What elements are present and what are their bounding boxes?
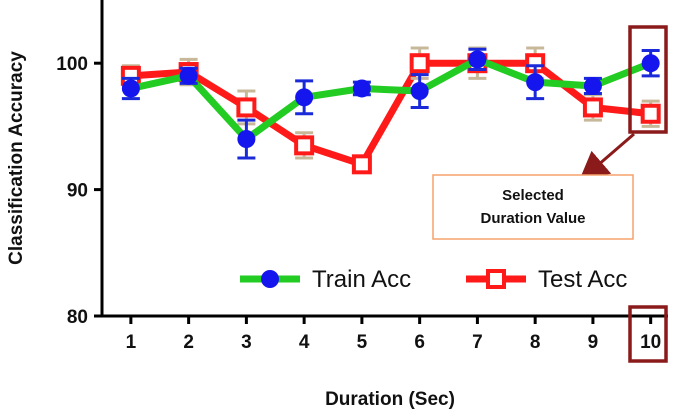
x-axis-title: Duration (Sec) (325, 389, 455, 410)
legend: Train Acc Test Acc (240, 266, 627, 293)
annotation: Selected Duration Value (432, 25, 668, 363)
y-ticks: 80 90 100 (56, 54, 102, 328)
data-point-test-acc (294, 135, 315, 156)
x-tick-label: 4 (299, 332, 310, 353)
data-point-test-acc (582, 97, 603, 118)
x-tick-label: 9 (588, 332, 599, 353)
legend-swatch-train-marker (261, 270, 279, 288)
data-point-train-acc (352, 79, 371, 98)
annotation-label-box (432, 174, 634, 240)
data-point-train-acc (468, 50, 487, 69)
data-point-test-acc (351, 154, 372, 175)
y-axis-title: Classification Accuracy (6, 51, 27, 265)
legend-label-test: Test Acc (538, 266, 627, 293)
annotation-label-line1: Selected (502, 187, 564, 204)
legend-swatch-test-marker (486, 269, 506, 289)
data-point-train-acc (179, 66, 198, 85)
series-train-acc (121, 47, 660, 160)
x-tick-label: 8 (530, 332, 541, 353)
data-point-test-acc (409, 53, 430, 74)
x-tick-label: 6 (414, 332, 425, 353)
annotation-highlight-box-top (628, 25, 668, 134)
x-tick-label: 1 (126, 332, 137, 353)
series-line-test-acc (130, 59, 652, 168)
legend-label-train: Train Acc (312, 266, 411, 293)
x-tick-label: 2 (183, 332, 194, 353)
data-point-test-acc (640, 103, 661, 124)
legend-entry-train: Train Acc (240, 266, 411, 293)
x-tick-label: 3 (241, 332, 252, 353)
data-point-train-acc (526, 73, 545, 92)
data-point-train-acc (583, 76, 602, 95)
data-point-train-acc (410, 82, 429, 101)
series-layer (120, 46, 661, 175)
data-point-train-acc (641, 54, 660, 73)
data-point-test-acc (236, 97, 257, 118)
data-point-train-acc (121, 79, 140, 98)
legend-entry-test: Test Acc (466, 266, 627, 293)
x-tick-label: 5 (357, 332, 368, 353)
annotation-label-line2: Duration Value (480, 210, 585, 227)
series-line-train-acc (130, 55, 652, 143)
y-tick-label: 90 (67, 181, 88, 202)
data-point-train-acc (295, 88, 314, 107)
axes (100, 0, 668, 318)
x-ticks: 1 2 3 4 5 6 7 8 9 10 (126, 316, 661, 353)
x-tick-label: 10 (640, 332, 661, 353)
y-tick-label: 80 (67, 307, 88, 328)
annotation-arrow (578, 132, 635, 182)
annotation-highlight-box-tick (628, 305, 668, 363)
data-point-train-acc (237, 130, 256, 149)
series-test-acc (120, 46, 661, 175)
x-tick-label: 7 (472, 332, 483, 353)
y-tick-label: 100 (56, 54, 88, 75)
